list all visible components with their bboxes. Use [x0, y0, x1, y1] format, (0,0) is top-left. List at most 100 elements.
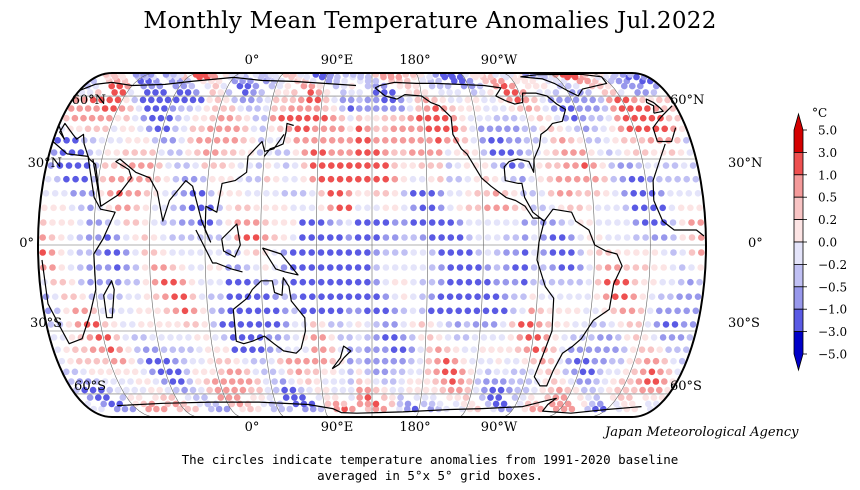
anomaly-dot	[626, 321, 634, 328]
anomaly-dot	[460, 125, 468, 133]
anomaly-dot	[209, 368, 216, 376]
anomaly-dot	[198, 204, 205, 212]
anomaly-dot	[41, 278, 48, 286]
anomaly-dot	[213, 346, 221, 354]
anomaly-dot	[252, 368, 260, 376]
anomaly-dot	[240, 346, 247, 354]
anomaly-dot	[88, 114, 96, 122]
anomaly-dot	[87, 278, 94, 286]
anomaly-dot	[67, 105, 75, 112]
anomaly-dot	[132, 234, 139, 241]
anomaly-dot	[356, 96, 363, 104]
anomaly-dot	[231, 137, 239, 144]
anomaly-dot	[167, 149, 174, 156]
anomaly-dot	[129, 405, 137, 413]
anomaly-dot	[633, 73, 640, 81]
anomaly-dot	[113, 149, 121, 156]
anomaly-dot	[86, 219, 93, 226]
anomaly-dot	[235, 293, 243, 301]
anomaly-dot	[95, 219, 103, 226]
anomaly-dot	[577, 249, 584, 256]
anomaly-dot	[593, 394, 600, 401]
anomaly-dot	[157, 368, 165, 376]
anomaly-dot	[549, 219, 556, 226]
anomaly-dot	[89, 386, 97, 394]
anomaly-dot	[391, 234, 399, 241]
anomaly-dot	[438, 249, 445, 256]
anomaly-dot	[209, 307, 216, 315]
anomaly-dot	[364, 307, 371, 315]
anomaly-dot	[461, 346, 469, 354]
anomaly-dot	[215, 219, 223, 226]
anomaly-dot	[435, 149, 443, 156]
anomaly-dot	[508, 162, 516, 169]
anomaly-dot	[409, 307, 417, 315]
anomaly-dot	[584, 105, 592, 112]
meridian-line	[93, 73, 156, 417]
anomaly-dot	[473, 175, 481, 183]
anomaly-dot	[510, 307, 517, 315]
anomaly-dot	[530, 125, 537, 133]
anomaly-dot	[114, 368, 122, 376]
anomaly-dot	[373, 334, 380, 341]
anomaly-dot	[465, 293, 472, 301]
anomaly-dot	[572, 386, 580, 394]
anomaly-dot	[140, 114, 148, 122]
anomaly-dot	[606, 386, 613, 394]
anomaly-dot	[469, 125, 476, 133]
anomaly-dot	[428, 293, 436, 301]
anomaly-dot	[456, 278, 464, 286]
anomaly-dot	[626, 394, 633, 401]
anomaly-dot	[215, 357, 223, 365]
anomaly-dot	[317, 264, 325, 271]
anomaly-dot	[337, 321, 344, 328]
anomaly-dot	[309, 162, 317, 169]
anomaly-dot	[391, 149, 398, 156]
anomaly-dot	[642, 249, 649, 256]
anomaly-dot	[381, 394, 388, 401]
anomaly-dot	[382, 219, 390, 226]
anomaly-dot	[437, 190, 445, 197]
anomaly-dot	[87, 204, 94, 212]
anomaly-dot	[181, 386, 188, 394]
anomaly-dot	[617, 125, 625, 133]
anomaly-dot	[623, 219, 630, 226]
anomaly-dot	[519, 175, 526, 183]
anomaly-dot	[622, 96, 630, 104]
anomaly-dot	[536, 368, 544, 376]
anomaly-dot	[529, 293, 536, 301]
anomaly-dot	[577, 234, 584, 241]
anomaly-dot	[171, 293, 178, 301]
anomaly-dot	[533, 105, 541, 112]
anomaly-dot	[154, 357, 162, 365]
anomaly-dot	[580, 400, 588, 408]
anomaly-dot	[206, 264, 214, 271]
anomaly-dot	[474, 105, 482, 112]
anomaly-dot	[391, 175, 399, 183]
anomaly-dot	[635, 378, 643, 385]
anomaly-dot	[50, 278, 57, 286]
anomaly-dot	[456, 73, 464, 81]
anomaly-dot	[577, 394, 584, 401]
anomaly-dot	[279, 378, 287, 385]
anomaly-dot	[609, 357, 616, 365]
anomaly-dot	[89, 346, 97, 354]
anomaly-dot	[397, 394, 404, 401]
anomaly-dot	[614, 234, 622, 241]
anomaly-dot	[564, 82, 572, 90]
anomaly-dot	[665, 346, 672, 354]
anomaly-dot	[183, 321, 190, 328]
anomaly-dot	[583, 307, 590, 315]
anomaly-dot	[215, 405, 223, 413]
colorbar-tick-label: 0.0	[818, 236, 837, 250]
anomaly-dot	[525, 334, 532, 341]
anomaly-dot	[400, 334, 407, 341]
anomaly-dot	[133, 278, 140, 286]
anomaly-dot	[602, 190, 610, 197]
anomaly-dot	[252, 219, 260, 226]
anomaly-dot	[364, 400, 372, 408]
anomaly-dot	[303, 357, 310, 365]
anomaly-dot	[346, 162, 353, 169]
anomaly-dot	[80, 368, 87, 376]
anomaly-dot	[88, 368, 96, 376]
